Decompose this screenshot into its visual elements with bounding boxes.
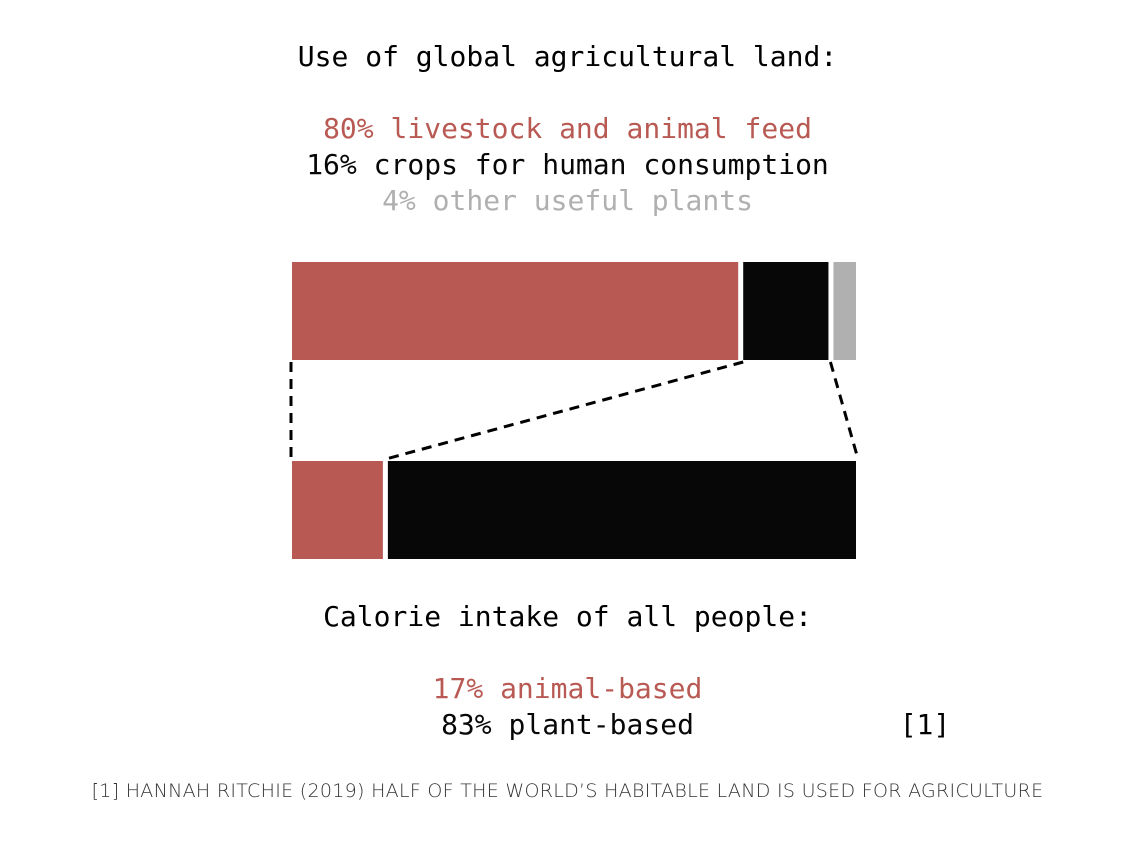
source-footnote: [1] HANNAH RITCHIE (2019) HALF OF THE WO… <box>91 780 1044 802</box>
land-legend-crops: 16% crops for human consumption <box>306 148 829 181</box>
connector-middle-dashed-line <box>385 360 744 461</box>
land-bar-crops-for-human-consumption <box>743 262 829 360</box>
land-legend-livestock: 80% livestock and animal feed <box>323 112 812 145</box>
calorie-legend-animal: 17% animal-based <box>432 672 703 705</box>
land-legend-other: 4% other useful plants <box>382 184 753 217</box>
land-use-title: Use of global agricultural land: <box>297 40 838 73</box>
land-bar-livestock-and-animal-feed <box>292 262 739 360</box>
calorie-bar-plant-based <box>387 461 856 559</box>
calorie-title: Calorie intake of all people: <box>323 600 812 633</box>
calorie-legend-plant: 83% plant-based <box>441 708 694 741</box>
reference-tag: [1] <box>899 708 951 741</box>
connector-right-dashed-line <box>828 361 860 460</box>
land-bar-other-useful-plants <box>833 262 856 360</box>
calorie-bar-animal-based <box>292 461 383 559</box>
